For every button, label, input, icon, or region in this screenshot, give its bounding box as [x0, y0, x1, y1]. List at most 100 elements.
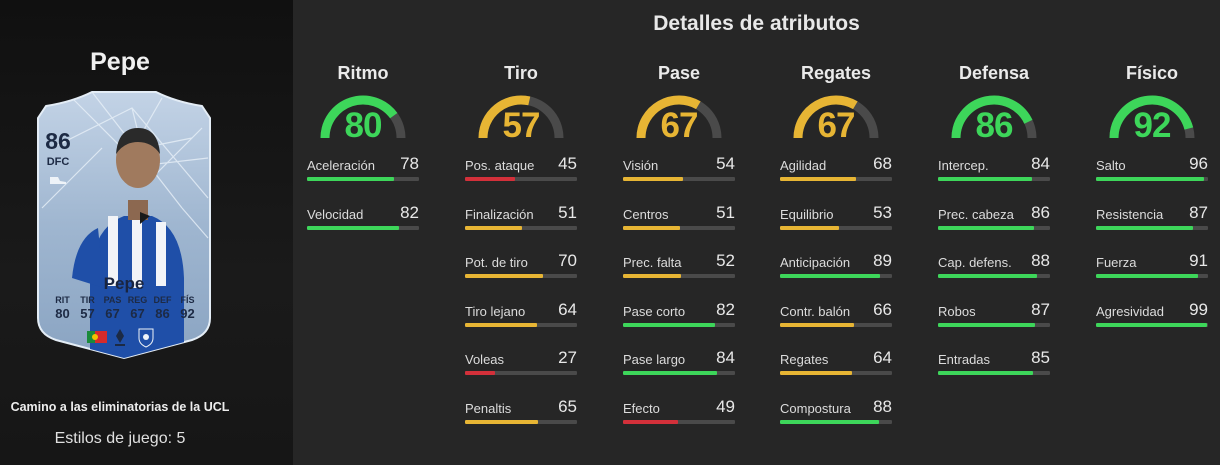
- stat-row[interactable]: Velocidad 82: [307, 199, 419, 248]
- card-stat-label: RIT: [55, 295, 70, 305]
- stat-row[interactable]: Anticipación 89: [780, 247, 892, 296]
- stat-bar: [623, 274, 735, 278]
- league-logo-icon: [115, 329, 125, 346]
- stat-row[interactable]: Pot. de tiro 70: [465, 247, 577, 296]
- stat-row[interactable]: Prec. falta 52: [623, 247, 735, 296]
- stat-name: Agresividad: [1096, 303, 1164, 319]
- stat-name: Tiro lejano: [465, 303, 526, 319]
- playstyles-count[interactable]: Estilos de juego: 5: [54, 430, 186, 447]
- gauge-fill: [793, 95, 858, 139]
- category-title: Defensa: [958, 63, 1030, 83]
- stat-name: Prec. falta: [623, 255, 682, 270]
- stat-name: Visión: [623, 158, 659, 173]
- stat-value: 86: [1031, 202, 1050, 222]
- stat-bar: [938, 371, 1050, 375]
- stat-value: 53: [873, 202, 892, 222]
- stat-name: Anticipación: [780, 255, 851, 270]
- card-stat-value: 86: [155, 306, 170, 321]
- stat-row[interactable]: Centros 51: [623, 199, 735, 248]
- stat-row[interactable]: Pase largo 84: [623, 344, 735, 393]
- stat-bar: [1096, 225, 1208, 230]
- stat-name: Robos: [938, 303, 976, 319]
- stat-row[interactable]: Contr. balón 66: [780, 296, 892, 345]
- stat-bar: [623, 225, 735, 230]
- stat-row[interactable]: Intercep. 84: [938, 150, 1050, 199]
- stat-bar-fill: [623, 177, 684, 181]
- category-value: 67: [817, 106, 856, 145]
- stat-bar-fill: [938, 177, 1033, 181]
- stat-bar-fill: [780, 225, 840, 230]
- stat-row[interactable]: Resistencia 87: [1096, 199, 1208, 248]
- stat-row[interactable]: Fuerza 91: [1096, 247, 1208, 296]
- stat-row[interactable]: Regates 64: [780, 344, 892, 393]
- stat-row[interactable]: Entradas 85: [938, 344, 1050, 393]
- stat-row[interactable]: Efecto 49: [623, 393, 735, 442]
- stat-row[interactable]: Finalización 51: [465, 199, 577, 248]
- card-background: [37, 91, 211, 360]
- stat-name: Regates: [780, 352, 829, 367]
- stat-bar-fill: [465, 225, 523, 230]
- stat-row[interactable]: Pase corto 82: [623, 296, 735, 345]
- stat-bar-fill: [938, 274, 1037, 278]
- category-value: 67: [660, 106, 699, 145]
- category-gauge: 80: [307, 90, 419, 146]
- player-card[interactable]: 86 DFC Pepe RIT TIR PAS REG DEF FÍS 80 57 67 67 86…: [32, 88, 216, 360]
- stat-name: Pase corto: [623, 303, 686, 319]
- stat-name: Efecto: [623, 400, 660, 416]
- stat-name: Finalización: [465, 206, 534, 222]
- stat-bar-fill: [1096, 177, 1204, 181]
- stat-bar-fill: [938, 371, 1034, 375]
- stat-value: 65: [558, 396, 577, 416]
- club-crest-icon: [138, 328, 154, 348]
- stat-bar: [1096, 274, 1208, 278]
- stat-row[interactable]: Equilibrio 53: [780, 199, 892, 248]
- category-gauge: 67: [623, 90, 735, 146]
- stat-bar: [465, 371, 577, 375]
- stat-row[interactable]: Aceleración 78: [307, 150, 419, 199]
- stat-row[interactable]: Prec. cabeza 86: [938, 199, 1050, 248]
- stat-name: Cap. defens.: [938, 255, 1012, 270]
- category-defensa: Defensa 86 Intercep. 84 Prec. cabeza 86 Cap. d…: [938, 62, 1050, 393]
- category-pase: Pase 67 Visión 54 Centros 51 Prec. falta 52 Pase…: [623, 62, 735, 441]
- stat-bar-fill: [465, 371, 496, 375]
- stat-bar-fill: [307, 177, 395, 181]
- category-value: 92: [1133, 106, 1172, 145]
- card-rating: 86: [45, 128, 71, 154]
- category-title: Tiro: [504, 63, 538, 83]
- stat-bar: [780, 225, 892, 230]
- stat-bar-fill: [465, 419, 538, 424]
- stat-row[interactable]: Voleas 27: [465, 344, 577, 393]
- stat-row[interactable]: Agilidad 68: [780, 150, 892, 199]
- stat-row[interactable]: Tiro lejano 64: [465, 296, 577, 345]
- stat-bar-fill: [780, 322, 854, 327]
- stat-value: 66: [873, 299, 892, 319]
- stat-row[interactable]: Agresividad 99: [1096, 296, 1208, 345]
- promo-name: Camino a las eliminatorias de la UCL: [10, 400, 230, 414]
- stat-bar: [623, 322, 735, 327]
- stat-value: 88: [873, 396, 892, 416]
- card-stat-value: 67: [105, 306, 120, 321]
- stat-row[interactable]: Penaltis 65: [465, 393, 577, 442]
- stat-row[interactable]: Cap. defens. 88: [938, 247, 1050, 296]
- stat-bar: [1096, 177, 1208, 181]
- stat-bar: [465, 274, 577, 278]
- stat-name: Intercep.: [938, 158, 989, 173]
- stat-row[interactable]: Robos 87: [938, 296, 1050, 345]
- stat-value: 84: [716, 348, 735, 367]
- stat-row[interactable]: Compostura 88: [780, 393, 892, 442]
- stat-bar: [623, 371, 735, 375]
- stat-bar: [465, 419, 577, 424]
- stat-row[interactable]: Visión 54: [623, 150, 735, 199]
- stat-row[interactable]: Salto 96: [1096, 150, 1208, 199]
- stat-name: Entradas: [938, 352, 991, 367]
- stat-name: Resistencia: [1096, 206, 1164, 222]
- stat-row[interactable]: Pos. ataque 45: [465, 150, 577, 199]
- card-stat-label: FÍS: [180, 295, 195, 305]
- boot-icon: [50, 177, 66, 184]
- stat-value: 87: [1189, 202, 1208, 222]
- category-tiro: Tiro 57 Pos. ataque 45 Finalización 51 Pot. de…: [465, 62, 577, 441]
- stat-name: Prec. cabeza: [938, 206, 1014, 222]
- stat-bar: [780, 419, 892, 424]
- category-gauge: 67: [780, 90, 892, 146]
- card-stat-value: 57: [80, 306, 95, 321]
